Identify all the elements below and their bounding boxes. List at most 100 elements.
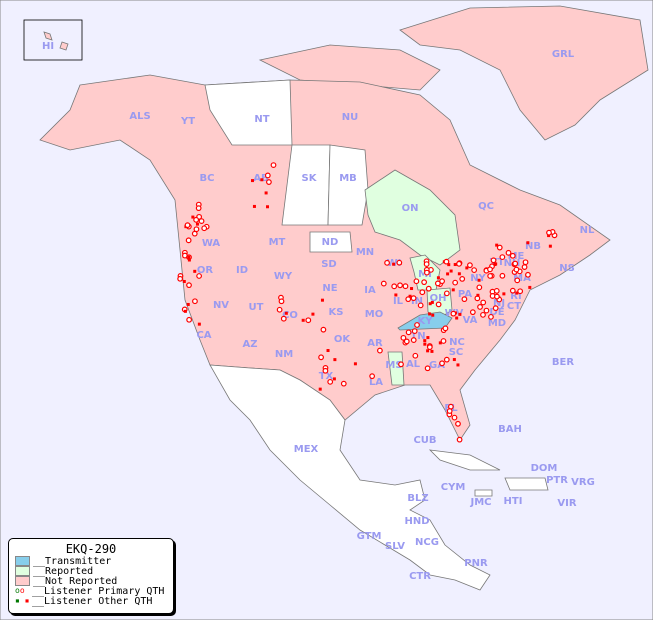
listener-other-qth-marker: [449, 269, 453, 273]
listener-primary-qth-marker: [522, 259, 529, 266]
region-north-america: [39, 74, 611, 441]
listener-other-qth-marker: [495, 243, 499, 247]
region-label-wa: WA: [202, 238, 221, 249]
region-label-cym: CYM: [441, 482, 466, 493]
listener-primary-qth-marker: [391, 283, 398, 290]
listener-other-qth-marker: [528, 285, 532, 289]
region-label-yt: YT: [180, 116, 195, 127]
listener-primary-qth-marker: [512, 260, 519, 267]
region-hi: [43, 31, 69, 51]
region-label-va: VA: [463, 315, 478, 326]
region-label-nb: NB: [525, 241, 541, 252]
listener-primary-qth-marker: [443, 258, 450, 265]
region-label-ar: AR: [367, 338, 383, 349]
region-ms: [387, 351, 405, 386]
reported-swatch: [15, 566, 30, 576]
region-label-ny: NY: [470, 273, 486, 284]
listener-primary-qth-marker: [459, 275, 466, 282]
listener-primary-qth-marker: [521, 264, 528, 270]
region-label-mex: MEX: [294, 444, 319, 455]
region-label-ca: CA: [196, 330, 211, 341]
region-label-al: AL: [406, 359, 421, 370]
listener-primary-qth-marker: [417, 302, 424, 309]
listener-primary-qth-marker: [461, 296, 468, 303]
region-label-mn: MN: [356, 247, 374, 258]
region-label-sd: SD: [321, 259, 337, 270]
region-label-la: LA: [369, 377, 383, 388]
listener-primary-qth-marker: [410, 295, 417, 302]
listener-primary-qth-marker: [186, 282, 192, 289]
region-grl: [399, 5, 649, 141]
listener-primary-qth-marker: [397, 282, 403, 289]
listener-other-qth-marker: [430, 300, 434, 304]
listener-other-qth-marker: [197, 322, 201, 326]
listener-primary-qth-marker: [412, 352, 419, 359]
listener-primary-qth-marker: [192, 298, 198, 305]
listener-primary-qth-marker: [421, 279, 428, 286]
listener-primary-qth-marker: [435, 301, 442, 308]
listener-primary-qth-marker: [193, 226, 200, 233]
region-label-ia: IA: [364, 285, 376, 296]
listener-other-qth-marker: [426, 336, 430, 340]
listener-primary-qth-marker: [439, 360, 445, 367]
listener-other-qth-marker: [430, 349, 434, 353]
listener-primary-qth-marker: [546, 229, 552, 236]
region-jmc: [474, 489, 493, 497]
listener-primary-qth-marker: [439, 278, 445, 285]
region-label-bc: BC: [200, 173, 215, 184]
legend-label: __Reported: [33, 565, 94, 577]
listener-primary-qth-marker: [270, 162, 277, 168]
listener-primary-qth-marker: [525, 271, 531, 278]
listener-other-qth-marker: [456, 363, 460, 367]
region-label-il: IL: [393, 296, 404, 307]
listener-other-qth-marker: [494, 262, 498, 266]
legend-label: __Not Reported: [33, 575, 118, 587]
listener-other-qth-marker: [183, 309, 187, 313]
listener-other-qth-marker: [455, 316, 459, 320]
region-label-ks: KS: [329, 307, 344, 318]
listener-other-qth-marker: [186, 302, 190, 306]
listener-primary-qth-marker: [320, 326, 327, 333]
region-label-ri: RI: [510, 291, 521, 302]
listener-primary-qth-marker: [305, 317, 312, 324]
region-mb: [327, 144, 369, 226]
listener-other-qth-marker: [333, 358, 337, 362]
legend-label: __Listener Other QTH: [32, 595, 153, 607]
listener-primary-qth-marker: [456, 260, 462, 267]
listener-primary-qth-marker: [509, 252, 516, 259]
listener-primary-qth-marker: [490, 257, 497, 264]
legend-item-reported: __Reported: [15, 565, 173, 577]
listener-primary-qth-marker: [398, 361, 404, 368]
region-label-dom: DOM: [531, 463, 558, 474]
listener-primary-qth-marker: [396, 259, 403, 266]
region-nt: [204, 79, 293, 146]
listener-primary-qth-marker: [414, 322, 420, 328]
region-label-qc: QC: [478, 201, 494, 212]
legend-label: __Listener Primary QTH: [32, 585, 165, 597]
listener-other-qth-marker: [446, 272, 450, 276]
region-mex: [209, 364, 491, 591]
listener-primary-qth-marker: [443, 356, 450, 363]
listener-primary-qth-marker: [423, 269, 430, 276]
listener-other-qth-marker: [548, 244, 552, 248]
region-label-mt: MT: [269, 237, 286, 248]
region-label-nc: NC: [449, 337, 465, 348]
listener-primary-qth-marker: [196, 273, 203, 279]
listener-primary-qth-marker: [487, 266, 493, 273]
listener-primary-qth-marker: [384, 259, 390, 266]
listener-primary-qth-marker: [186, 316, 193, 323]
region-cub: [428, 449, 501, 471]
listener-primary-qth-marker: [193, 216, 200, 223]
listener-primary-qth-marker: [195, 205, 202, 212]
region-label-hnd: HND: [404, 516, 429, 527]
region-label-wy: WY: [274, 271, 293, 282]
listener-primary-qth-marker: [266, 179, 272, 185]
listener-other-qth-marker: [423, 342, 427, 346]
listener-primary-qth-marker: [509, 287, 516, 294]
listener-primary-qth-marker: [493, 287, 500, 294]
listener-other-qth-marker: [410, 287, 414, 291]
listener-other-qth-marker: [431, 313, 435, 317]
listener-other-qth-marker: [447, 263, 451, 267]
listener-primary-qth-marker: [280, 315, 287, 322]
